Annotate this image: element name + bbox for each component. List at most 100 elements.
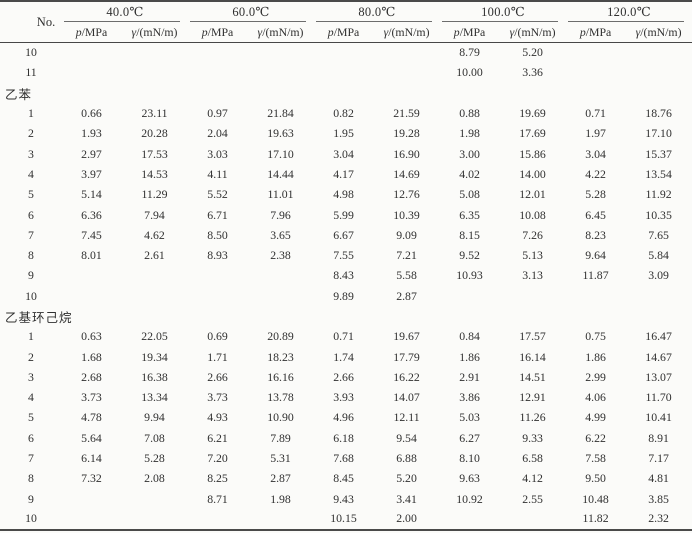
- data-cell: 15.86: [519, 146, 546, 161]
- temp-header: 100.0℃: [440, 1, 566, 22]
- data-cell: 10.00: [456, 65, 483, 80]
- data-cell: 6.14: [81, 451, 102, 466]
- data-cell: 21.59: [393, 106, 420, 121]
- row-number-cell: 3: [28, 146, 34, 161]
- data-cell: 6.35: [459, 207, 480, 222]
- data-cell: 4.93: [207, 410, 228, 425]
- data-cell: [247, 286, 314, 306]
- data-cell: 8.93: [207, 248, 228, 263]
- table-row: 9 8.71 1.98 9.43 3.41 10.92 2.55 10.48 3.85: [0, 489, 692, 509]
- data-cell: 3.36: [522, 65, 543, 80]
- data-cell: [625, 63, 692, 83]
- data-cell: 16.16: [267, 369, 294, 384]
- data-cell: 4.11: [207, 166, 228, 181]
- data-cell: 11.82: [582, 511, 609, 526]
- data-cell: 8.50: [207, 227, 228, 242]
- data-cell: 8.01: [81, 248, 102, 263]
- data-cell: [62, 63, 121, 83]
- data-cell: 4.12: [522, 471, 543, 486]
- row-number-cell: 4: [28, 390, 34, 405]
- data-cell: 5.13: [522, 248, 543, 263]
- temp-header: 80.0℃: [314, 1, 440, 22]
- data-cell: 14.53: [141, 166, 168, 181]
- data-cell: 19.34: [141, 349, 168, 364]
- data-cell: [188, 509, 247, 529]
- data-cell: 7.58: [585, 451, 606, 466]
- data-cell: [62, 43, 121, 63]
- table-row: 3 2.68 16.38 2.66 16.16 2.66 16.22 2.91 14.51 2.9…: [0, 367, 692, 387]
- data-cell: [62, 489, 121, 509]
- data-cell: 1.86: [459, 349, 480, 364]
- data-cell: 1.98: [459, 126, 480, 141]
- data-cell: 15.37: [645, 146, 672, 161]
- data-cell: [314, 63, 373, 83]
- data-cell: 9.52: [459, 248, 480, 263]
- data-cell: 3.03: [207, 146, 228, 161]
- data-cell: 3.93: [333, 390, 354, 405]
- data-cell: 17.79: [393, 349, 420, 364]
- data-cell: 16.47: [645, 329, 672, 344]
- row-number-cell: 3: [28, 369, 34, 384]
- data-cell: 2.68: [81, 369, 102, 384]
- table-row: 1 0.66 23.11 0.97 21.84 0.82 21.59 0.88 19.69 0.7…: [0, 103, 692, 123]
- temp-header: 60.0℃: [188, 1, 314, 22]
- data-cell: 0.75: [585, 329, 606, 344]
- data-cell: 0.66: [81, 106, 102, 121]
- data-cell: 9.50: [585, 471, 606, 486]
- table-row: 7 7.45 4.62 8.50 3.65 6.67 9.09 8.15 7.26 8.23 7.6…: [0, 225, 692, 245]
- data-cell: [625, 43, 692, 63]
- table-row: 5 5.14 11.29 5.52 11.01 4.98 12.76 5.08 12.01 5.2…: [0, 185, 692, 205]
- data-cell: 4.22: [585, 166, 606, 181]
- data-cell: 3.00: [459, 146, 480, 161]
- data-cell: 3.09: [648, 268, 669, 283]
- temp-header: 120.0℃: [566, 1, 692, 22]
- data-cell: 11.01: [267, 187, 294, 202]
- data-cell: 3.41: [396, 491, 417, 506]
- table-row: 3 2.97 17.53 3.03 17.10 3.04 16.90 3.00 15.86 3.0…: [0, 144, 692, 164]
- data-cell: 10.15: [330, 511, 357, 526]
- section-row: 乙苯: [0, 83, 692, 103]
- data-cell: 4.62: [144, 227, 165, 242]
- row-number-cell: 11: [25, 65, 37, 80]
- data-cell: 2.99: [585, 369, 606, 384]
- p-symbol: p: [75, 24, 82, 39]
- p-symbol: p: [327, 24, 334, 39]
- row-number-cell: 8: [28, 471, 34, 486]
- row-number-cell: 7: [28, 451, 34, 466]
- data-cell: 9.43: [333, 491, 354, 506]
- p-symbol: p: [453, 24, 460, 39]
- data-cell: 8.71: [207, 491, 228, 506]
- p-unit: /MPa: [333, 24, 360, 39]
- data-cell: 1.86: [585, 349, 606, 364]
- data-cell: 3.97: [81, 166, 102, 181]
- pressure-column-header: p/MPa: [314, 22, 374, 43]
- table-row: 11 10.00 3.36: [0, 63, 692, 83]
- data-cell: 7.96: [270, 207, 291, 222]
- data-cell: 19.67: [393, 329, 420, 344]
- data-cell: 4.98: [333, 187, 354, 202]
- data-cell: [314, 43, 373, 63]
- surface-tension-column-header: γ/(mN/m): [247, 22, 315, 43]
- data-cell: 12.01: [519, 187, 546, 202]
- data-cell: 6.21: [207, 430, 228, 445]
- table-row: 9 8.43 5.58 10.93 3.13 11.87 3.09: [0, 266, 692, 286]
- data-cell: 7.55: [333, 248, 354, 263]
- data-cell: 11.29: [141, 187, 168, 202]
- data-cell: [121, 43, 188, 63]
- data-cell: 14.67: [645, 349, 672, 364]
- pressure-column-header: p/MPa: [440, 22, 500, 43]
- data-cell: 6.88: [396, 451, 417, 466]
- data-cell: 10.41: [645, 410, 672, 425]
- data-cell: [499, 509, 566, 529]
- table-row: 6 5.64 7.08 6.21 7.89 6.18 9.54 6.27 9.33 6.22 8.9…: [0, 428, 692, 448]
- data-cell: 13.78: [267, 390, 294, 405]
- p-unit: /MPa: [207, 24, 234, 39]
- data-cell: 5.20: [522, 45, 543, 60]
- data-cell: 19.63: [267, 126, 294, 141]
- data-cell: 2.66: [207, 369, 228, 384]
- table-body: 10 8.79 5.20 11 10.00 3.36 乙苯 1 0.66 23.11 0.97 21.…: [0, 43, 692, 530]
- data-cell: 11.87: [582, 268, 609, 283]
- data-cell: 0.71: [333, 329, 354, 344]
- data-cell: 6.58: [522, 451, 543, 466]
- data-cell: 3.13: [522, 268, 543, 283]
